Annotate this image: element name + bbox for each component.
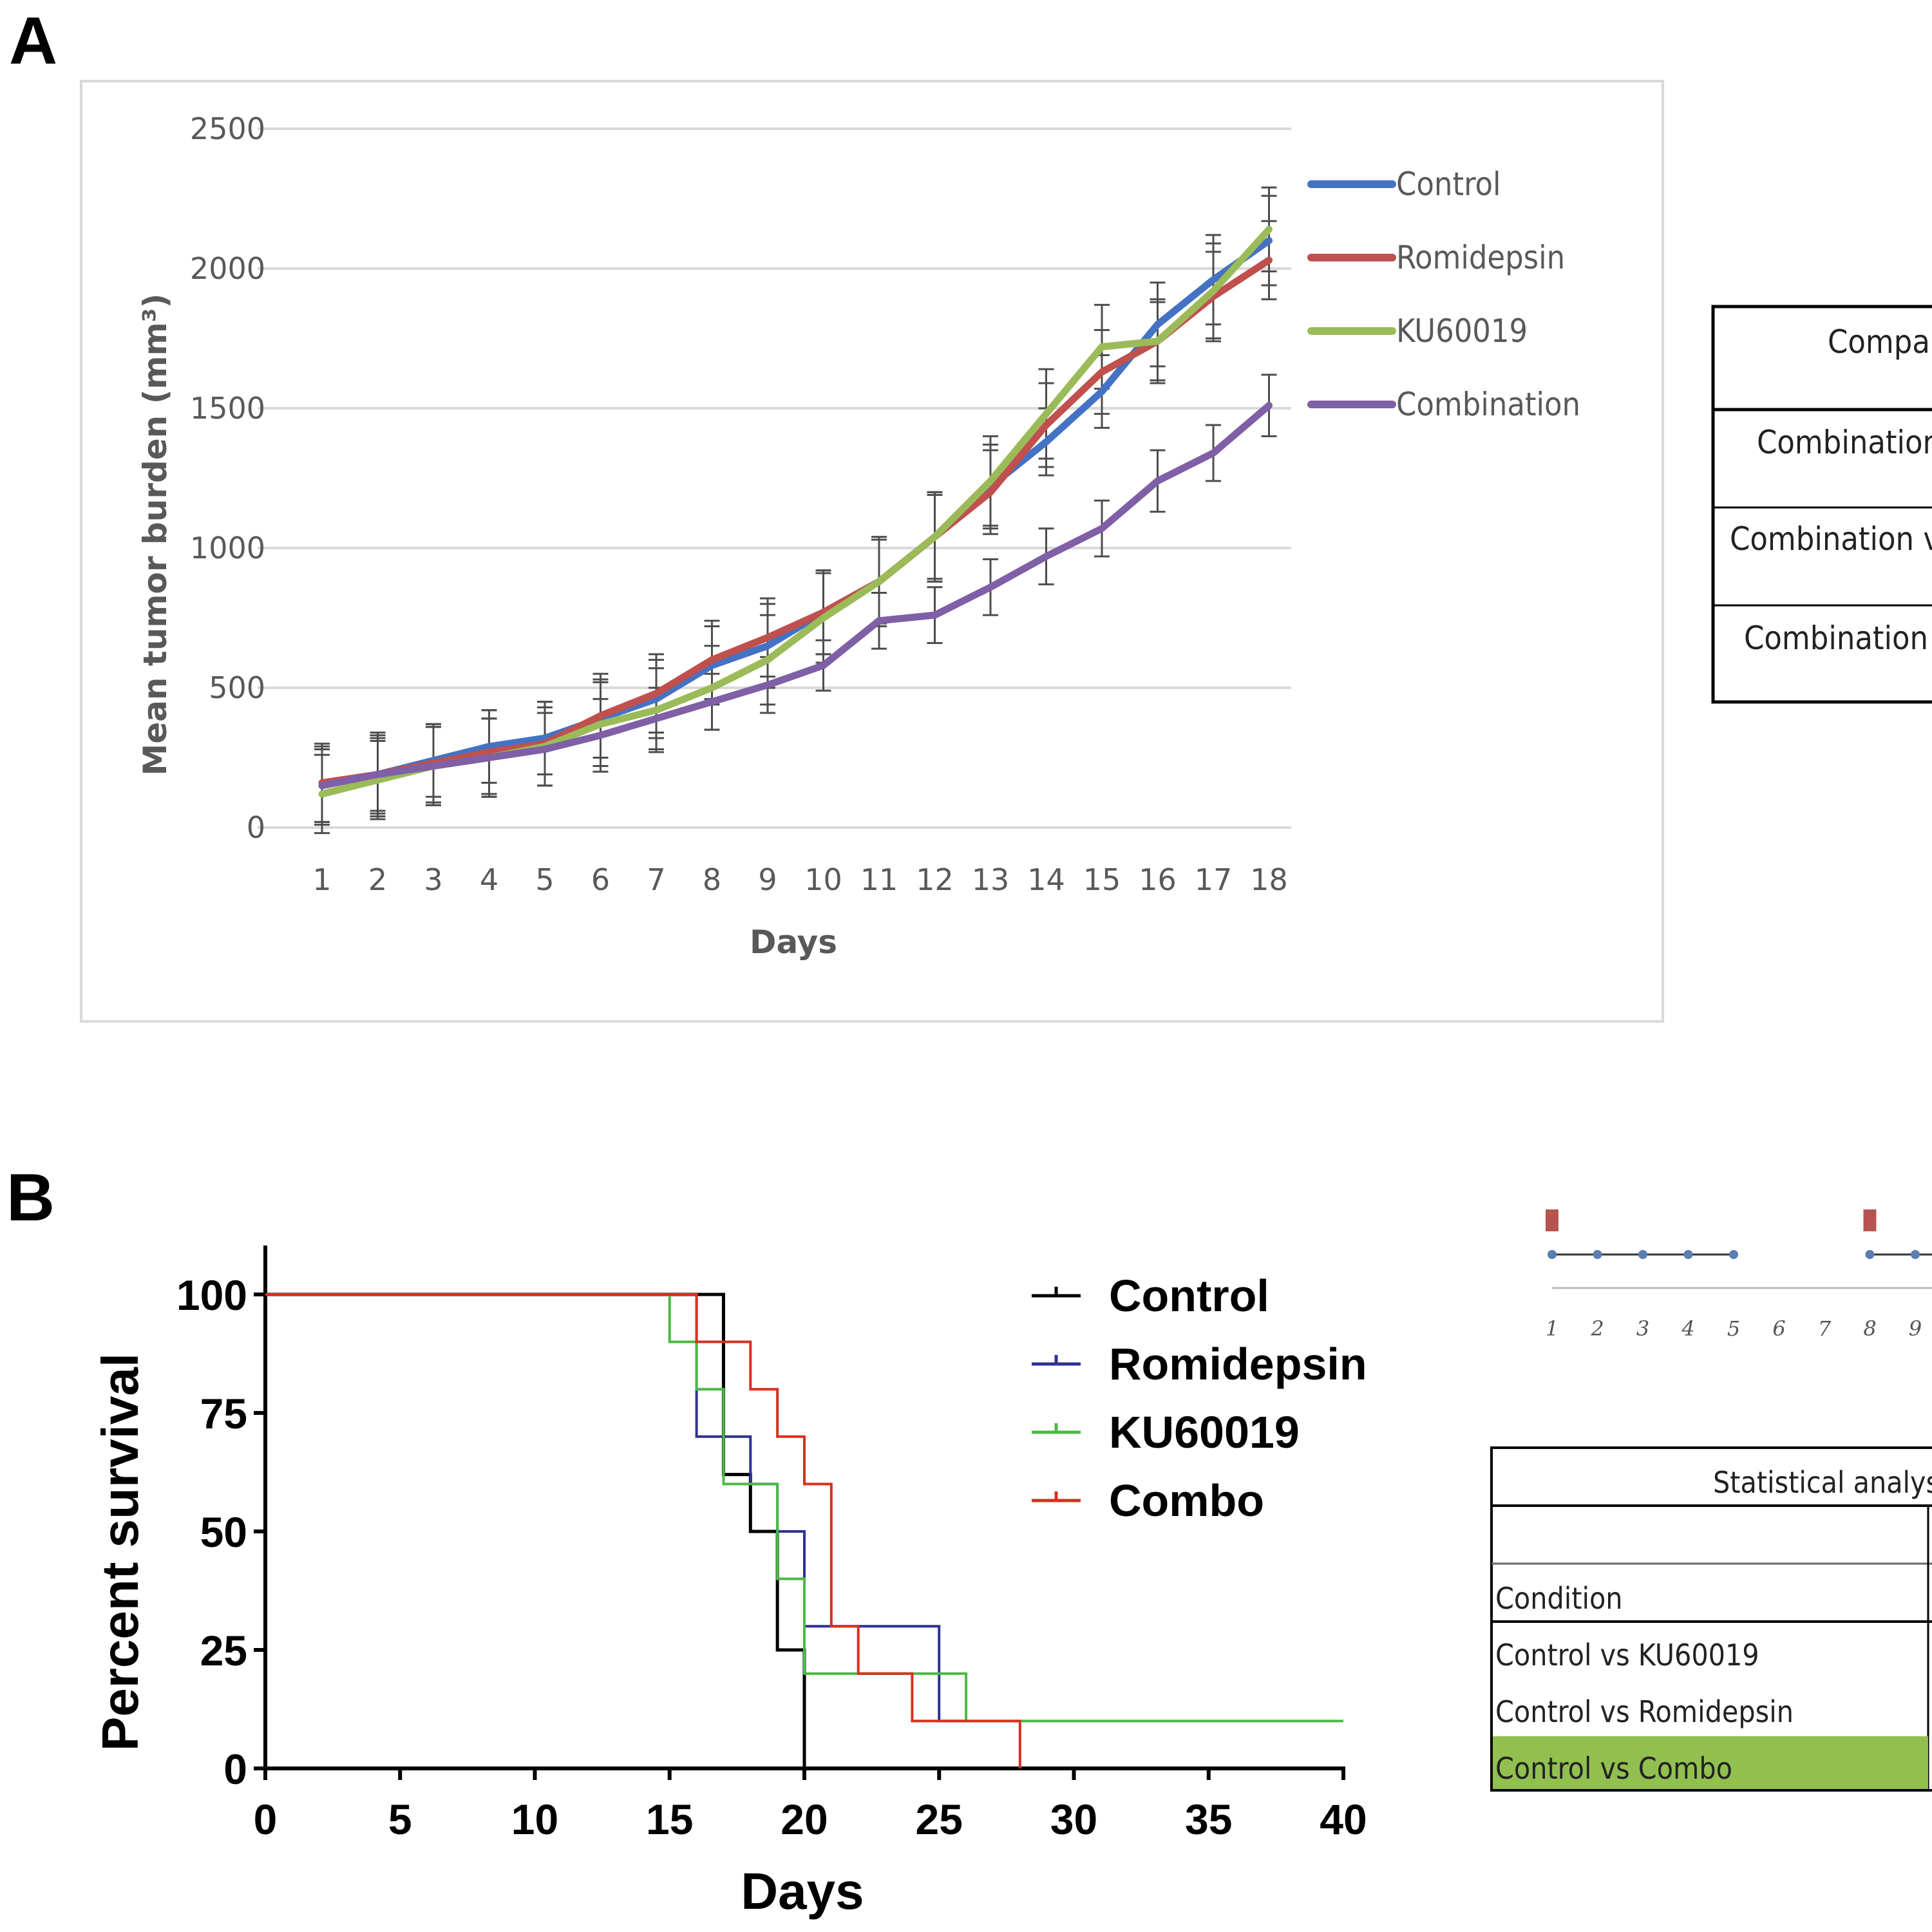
chart-a-xlabel: Days: [750, 923, 837, 961]
chart-a-legend-label: Combination: [1396, 386, 1580, 423]
schedule-day-label: 4: [1681, 1316, 1694, 1341]
chart-a-xtick-label: 11: [860, 862, 898, 897]
chart-a-xtick-label: 12: [916, 862, 954, 897]
chart-a-xtick-label: 5: [535, 862, 554, 897]
table-a-row: Combination vs: [1744, 620, 1932, 657]
chart-b-xlabel: Days: [741, 1862, 864, 1920]
schedule-marker: [1546, 1209, 1558, 1231]
schedule-dose-dot: [1593, 1250, 1602, 1259]
table-b-header: Statistical analyses: [1713, 1465, 1932, 1500]
chart-b-xtick-label: 20: [781, 1795, 828, 1843]
chart-b-series-romidepsin: [265, 1293, 967, 1723]
chart-a-xtick-label: 7: [647, 862, 665, 897]
chart-b-ylabel: Percent survival: [91, 1353, 149, 1751]
chart-b-legend-label: Romidepsin: [1109, 1339, 1367, 1389]
chart-a-xtick-label: 6: [591, 862, 610, 897]
chart-b-ytick-label: 0: [223, 1745, 247, 1793]
chart-a-ytick-label: 0: [247, 810, 265, 845]
chart-b-xtick-label: 10: [511, 1795, 558, 1843]
chart-b-legend-label: Control: [1109, 1271, 1269, 1321]
chart-b-xtick-label: 40: [1320, 1795, 1367, 1843]
table-b-row: Control vs Combo: [1495, 1751, 1732, 1786]
table-a-header: Compari: [1828, 323, 1932, 361]
chart-b-legend-label: Combo: [1109, 1475, 1264, 1526]
chart-a-series-romidepsin: [318, 256, 1273, 787]
chart-b-xtick-label: 30: [1050, 1795, 1097, 1843]
chart-b-ytick-label: 100: [176, 1271, 247, 1319]
schedule-day-label: 2: [1590, 1316, 1604, 1341]
chart-a-legend-label: KU60019: [1396, 312, 1528, 350]
chart-a-ytick-label: 1000: [190, 531, 265, 565]
dosing-schedule: 1 2 3 4 5 6 7 8 9: [1546, 1209, 1932, 1341]
comparison-table-a: Compari Combination v Combination vs Com…: [1711, 305, 1932, 704]
chart-b-xtick-label: 0: [254, 1795, 278, 1843]
schedule-dose-dot: [1638, 1250, 1647, 1259]
schedule-dose-dot: [1683, 1250, 1693, 1259]
schedule-dose-dot: [1729, 1250, 1738, 1259]
chart-a-series-control: [318, 237, 1273, 790]
chart-a-xtick-label: 4: [480, 862, 498, 897]
statistics-table-b: Statistical analyses Condition Control v…: [1490, 1446, 1932, 1792]
chart-b-xtick-label: 35: [1185, 1795, 1232, 1843]
chart-a-ytick-label: 1500: [190, 391, 265, 426]
schedule-day-label: 9: [1909, 1316, 1922, 1341]
table-b-column-label: Condition: [1495, 1581, 1623, 1616]
chart-a-ytick-label: 500: [209, 670, 265, 705]
chart-a-xtick-label: 1: [312, 862, 331, 897]
chart-a-xtick-label: 2: [368, 862, 387, 897]
chart-a-series-combination: [318, 402, 1273, 790]
chart-b-xtick-label: 25: [916, 1795, 963, 1843]
chart-b-xtick-label: 15: [646, 1795, 693, 1843]
chart-a-xtick-label: 8: [703, 862, 721, 897]
chart-a-xtick-label: 10: [804, 862, 842, 897]
chart-a-xtick-label: 15: [1083, 862, 1121, 897]
schedule-dose-dot: [1865, 1250, 1875, 1259]
chart-a-ylabel: Mean tumor burden (mm³): [137, 294, 174, 776]
schedule-dose-dot: [1548, 1250, 1557, 1259]
chart-a-legend-label: Control: [1396, 166, 1501, 203]
chart-b-ytick-label: 50: [200, 1508, 247, 1556]
chart-a-xtick-label: 17: [1195, 862, 1233, 897]
schedule-day-label: 8: [1863, 1316, 1876, 1341]
chart-a-xtick-label: 3: [424, 862, 442, 897]
panel-label-b: B: [6, 1160, 55, 1235]
chart-a-legend-label: Romidepsin: [1396, 239, 1565, 276]
chart-b-series-control: [265, 1293, 806, 1768]
chart-a-xtick-label: 16: [1139, 862, 1177, 897]
schedule-day-label: 6: [1772, 1316, 1785, 1341]
chart-b-legend-label: KU60019: [1109, 1407, 1300, 1457]
chart-b-ytick-label: 25: [200, 1627, 247, 1674]
schedule-marker: [1863, 1209, 1877, 1231]
table-b-highlight: [1493, 1736, 1928, 1789]
chart-a-ytick-label: 2500: [190, 111, 265, 146]
panel-label-a: A: [9, 4, 58, 79]
table-a-row: Combination v: [1757, 424, 1932, 461]
table-a-border: [1711, 305, 1932, 704]
table-b-row: Control vs KU60019: [1495, 1638, 1759, 1672]
chart-b-ytick-label: 75: [200, 1390, 247, 1437]
schedule-day-label: 3: [1636, 1316, 1649, 1341]
chart-a-xtick-label: 14: [1027, 862, 1065, 897]
schedule-day-label: 1: [1546, 1316, 1558, 1341]
schedule-day-label: 5: [1727, 1316, 1740, 1341]
schedule-day-label: 7: [1818, 1316, 1832, 1341]
table-a-row: Combination vs: [1730, 520, 1932, 558]
table-b-row: Control vs Romidepsin: [1495, 1694, 1794, 1729]
chart-a-xtick-label: 18: [1250, 862, 1288, 897]
chart-a-frame: [80, 80, 1664, 1023]
chart-a-ytick-label: 2000: [190, 251, 265, 286]
chart-a-xtick-label: 9: [758, 862, 777, 897]
chart-b-series-combo: [265, 1293, 1021, 1768]
chart-b-series-ku60019: [265, 1293, 1343, 1723]
schedule-dose-dot: [1911, 1250, 1920, 1259]
table-b-border: [1490, 1446, 1932, 1792]
chart-a-xtick-label: 13: [972, 862, 1010, 897]
chart-b-xtick-label: 5: [388, 1795, 412, 1843]
